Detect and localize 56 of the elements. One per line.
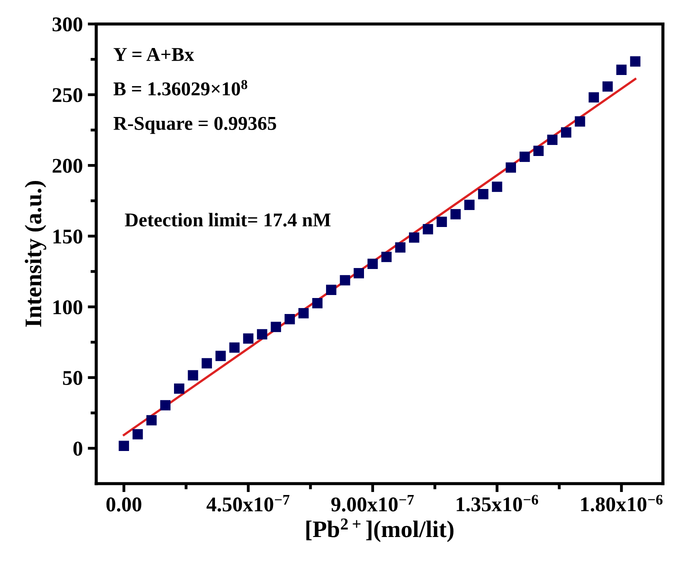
point xyxy=(464,200,475,210)
point xyxy=(602,81,613,92)
point xyxy=(340,275,350,286)
point xyxy=(174,383,184,394)
x-tick-label: 9.00x10$^{−7}$ xyxy=(331,495,414,512)
point xyxy=(547,134,558,145)
point xyxy=(395,242,406,253)
x-tick-label: 0.00 xyxy=(106,497,142,512)
x-tick-label: 1.80x10$^{−6}$ xyxy=(581,494,663,512)
point xyxy=(118,440,130,452)
point xyxy=(270,322,282,332)
point xyxy=(381,252,392,262)
point xyxy=(630,56,640,67)
point xyxy=(146,415,157,426)
annotation: Detection limit= 17.4 nM xyxy=(124,212,331,227)
point xyxy=(574,116,586,127)
point xyxy=(616,64,627,75)
point xyxy=(506,162,516,173)
y-tick-label: 100 xyxy=(53,300,82,314)
point xyxy=(284,314,295,324)
y-tick-label: 150 xyxy=(53,230,82,244)
point xyxy=(202,358,212,368)
point xyxy=(326,284,336,296)
x-tick-label: 4.50x10$^{−7}$ xyxy=(206,495,290,512)
point xyxy=(298,308,309,318)
point xyxy=(188,370,198,380)
point xyxy=(312,298,323,308)
annotation: R-Square = 0.99365 xyxy=(114,116,276,134)
point xyxy=(243,333,254,344)
point xyxy=(450,209,461,220)
point xyxy=(422,224,434,234)
point xyxy=(354,268,364,278)
point xyxy=(520,152,530,162)
point xyxy=(160,400,170,410)
point xyxy=(436,216,447,227)
y-tick-label: 250 xyxy=(52,88,82,102)
y-tick-label: 200 xyxy=(52,158,82,173)
annotation: Y = A+Bx xyxy=(114,48,194,61)
y-tick-label: 300 xyxy=(52,17,82,32)
point xyxy=(588,92,599,103)
point xyxy=(561,127,572,138)
point xyxy=(368,258,378,269)
annotation: B = 1.36029×10$^{8}$ xyxy=(114,80,248,96)
y-axis-title: Intensity (a.u.) xyxy=(24,181,46,327)
x-axis-title: [Pb$^{2+}$](mol/lit) xyxy=(306,518,454,542)
y-tick-label: 50 xyxy=(63,370,82,385)
point xyxy=(533,146,544,156)
point xyxy=(256,329,268,340)
point xyxy=(492,182,502,192)
y-tick-label: 0 xyxy=(73,442,82,456)
point xyxy=(478,188,488,200)
x-tick-label: 1.35x10$^{−6}$ xyxy=(456,494,538,512)
point xyxy=(215,350,226,362)
point xyxy=(408,232,420,243)
point xyxy=(229,342,240,353)
point xyxy=(132,429,143,440)
